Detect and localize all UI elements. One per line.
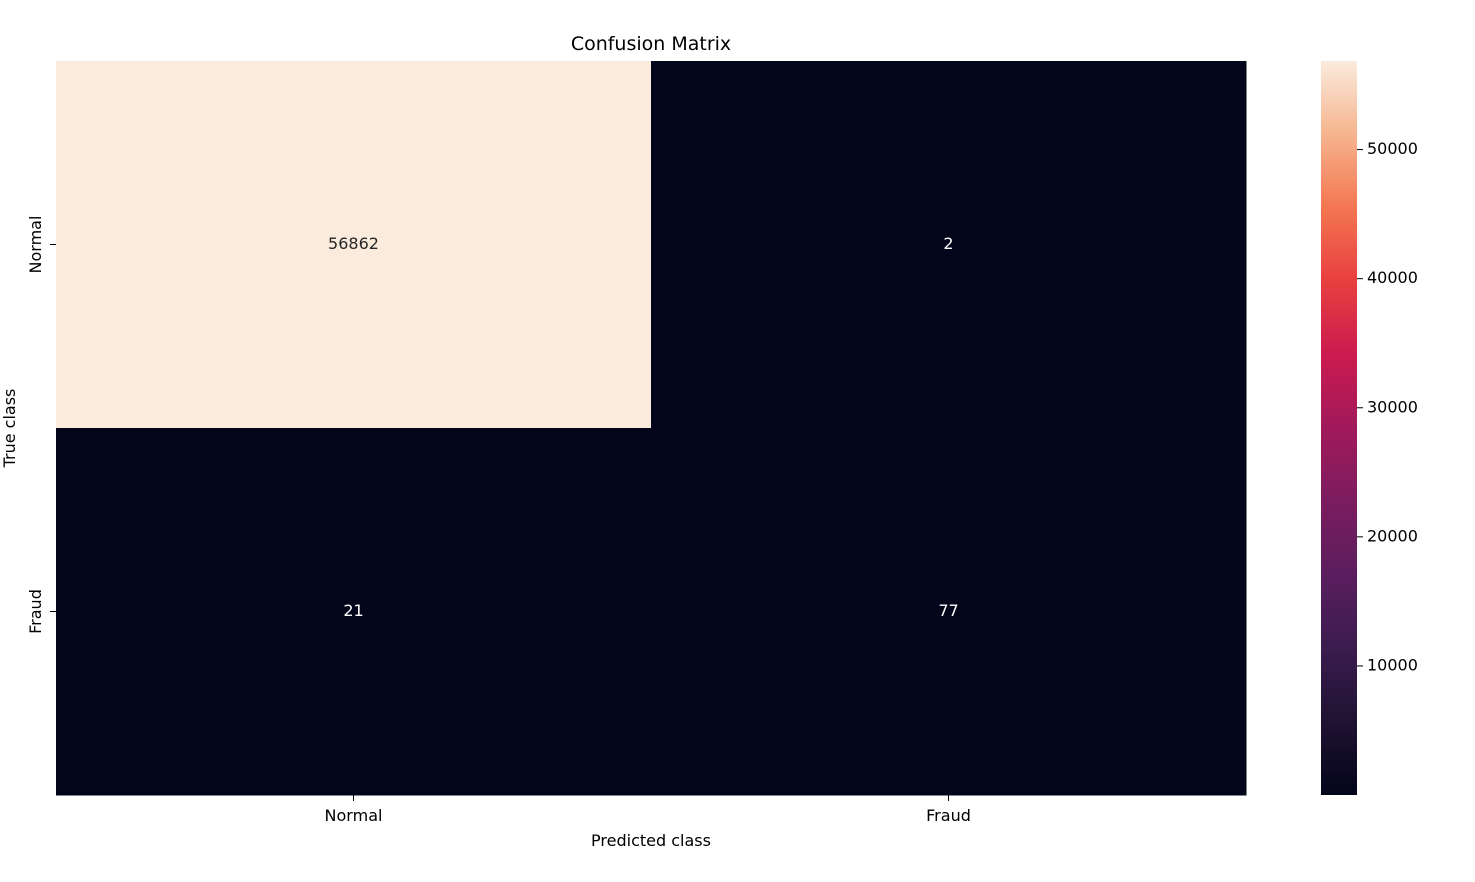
x-axis-label: Predicted class — [591, 831, 711, 850]
heatmap-cells — [56, 61, 1247, 796]
y-tick-label: Fraud — [26, 589, 45, 634]
y-axis-ticks: Normal Fraud — [26, 216, 56, 634]
x-tick-label: Normal — [325, 806, 383, 825]
heatmap-cell-labels: 56862 2 21 77 — [328, 234, 959, 620]
cell-value-label: 77 — [938, 601, 958, 620]
heatmap-cell — [651, 61, 1247, 429]
x-axis-ticks: Normal Fraud — [325, 795, 971, 825]
y-tick-label: Normal — [26, 216, 45, 274]
heatmap-cell — [56, 61, 652, 429]
chart-title: Confusion Matrix — [571, 33, 731, 55]
colorbar-tick-label: 20000 — [1367, 526, 1418, 545]
colorbar-tick-label: 40000 — [1367, 268, 1418, 287]
heatmap-cell — [651, 428, 1247, 796]
y-axis-label: True class — [0, 389, 19, 469]
cell-value-label: 56862 — [328, 234, 379, 253]
colorbar-tick-label: 10000 — [1367, 655, 1418, 674]
heatmap-cell — [56, 428, 652, 796]
colorbar-ticks: 10000 20000 30000 40000 50000 — [1357, 139, 1418, 674]
cell-value-label: 21 — [343, 601, 363, 620]
x-tick-label: Fraud — [926, 806, 971, 825]
colorbar-tick-label: 30000 — [1367, 397, 1418, 416]
cell-value-label: 2 — [943, 234, 953, 253]
colorbar-tick-label: 50000 — [1367, 139, 1418, 158]
colorbar — [1321, 61, 1357, 795]
